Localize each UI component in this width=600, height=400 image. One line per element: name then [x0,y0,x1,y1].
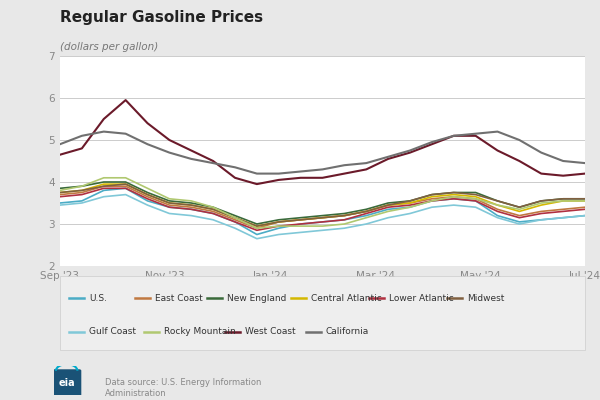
Text: Regular Gasoline Prices: Regular Gasoline Prices [60,10,263,25]
Text: East Coast: East Coast [155,294,203,303]
Text: New England: New England [227,294,286,303]
FancyBboxPatch shape [52,369,82,397]
Text: eia: eia [58,378,75,388]
Text: U.S.: U.S. [89,294,107,303]
Text: (dollars per gallon): (dollars per gallon) [60,42,158,52]
Text: West Coast: West Coast [245,327,295,336]
Text: Lower Atlantic: Lower Atlantic [389,294,454,303]
Text: Administration: Administration [105,389,167,398]
Text: Midwest: Midwest [467,294,504,303]
Text: Central Atlantic: Central Atlantic [311,294,382,303]
Text: California: California [326,327,369,336]
Text: Gulf Coast: Gulf Coast [89,327,136,336]
Text: Data source: U.S. Energy Information: Data source: U.S. Energy Information [105,378,262,387]
Text: Rocky Mountain: Rocky Mountain [164,327,236,336]
